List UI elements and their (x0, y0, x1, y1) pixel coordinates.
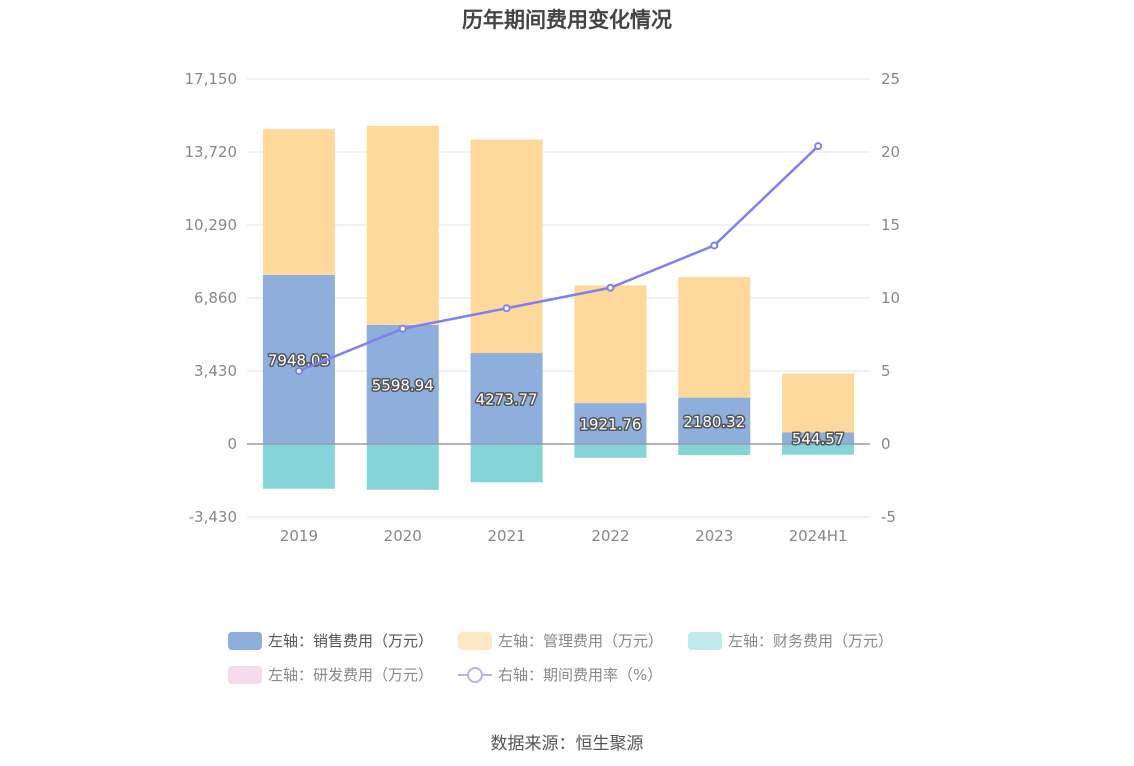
right-axis-tick-label: 5 (881, 362, 891, 380)
left-axis-tick-label: -3,430 (189, 508, 237, 526)
rate-line (298, 145, 819, 373)
legend-label-finance: 左轴：财务费用（万元） (728, 632, 894, 650)
bar-0-2022 (574, 403, 647, 444)
right-axis-tick-label: 15 (881, 216, 900, 234)
bar-0-2019 (262, 274, 335, 444)
bar-1-2021 (470, 139, 543, 354)
legend-label-rnd: 左轴：研发费用（万元） (268, 666, 434, 684)
legend-label-rate: 右轴：期间费用率（%） (498, 666, 663, 684)
x-axis-tick-label: 2022 (591, 527, 629, 545)
right-axis-tick-label: -5 (881, 508, 896, 526)
legend-item-rate[interactable]: 右轴：期间费用率（%） (458, 664, 662, 685)
right-axis-tick-label: 20 (881, 143, 900, 161)
rate-point (710, 241, 719, 250)
bar-data-label: 2180.32 (683, 413, 745, 431)
rate-point (398, 324, 407, 333)
rate-point (502, 304, 511, 313)
bar-1-2024H1 (782, 373, 855, 433)
left-axis-tick-label: 3,430 (194, 362, 237, 380)
x-axis-tick-label: 2023 (695, 527, 733, 545)
legend-swatch-sales (228, 631, 262, 650)
left-axis-tick-label: 6,860 (194, 289, 237, 307)
rate-point (814, 142, 823, 151)
bar-2-2023 (678, 444, 751, 456)
chart-title: 历年期间费用变化情况 (462, 8, 672, 32)
x-axis-tick-label: 2021 (487, 527, 525, 545)
bar-2-2024H1 (782, 444, 855, 455)
right-axis-tick-label: 0 (881, 435, 891, 453)
legend-item-finance[interactable]: 左轴：财务费用（万元） (688, 630, 893, 651)
bar-data-label: 5598.94 (372, 376, 434, 394)
x-axis-tick-label: 2024H1 (789, 527, 848, 545)
legend-swatch-finance (688, 631, 722, 650)
bar-1-2019 (262, 129, 335, 275)
bar-2-2021 (470, 444, 543, 483)
left-axis-tick-label: 0 (227, 435, 237, 453)
legend-swatch-admin (458, 631, 492, 650)
bar-0-2021 (470, 353, 543, 444)
rate-point (294, 367, 303, 375)
bar-0-2020 (366, 324, 439, 444)
bar-0-2024H1 (782, 432, 855, 444)
x-axis-tick-label: 2020 (384, 527, 422, 545)
left-axis-tick-label: 10,290 (185, 216, 238, 234)
legend-item-admin[interactable]: 左轴：管理费用（万元） (458, 630, 663, 651)
bar-1-2023 (678, 276, 751, 398)
legend-swatch-rnd (228, 665, 262, 684)
left-axis-tick-label: 13,720 (185, 143, 238, 161)
legend-label-sales: 左轴：销售费用（万元） (268, 632, 434, 650)
bar-data-label: 544.57 (792, 430, 845, 448)
legend-line-marker-icon (458, 666, 492, 684)
bar-2-2020 (366, 444, 439, 490)
legend-item-sales[interactable]: 左轴：销售费用（万元） (228, 630, 433, 651)
right-axis-tick-label: 10 (881, 289, 900, 307)
bar-data-label: 7948.03 (268, 351, 330, 369)
x-axis-tick-label: 2019 (280, 527, 318, 545)
legend-item-rnd[interactable]: 左轴：研发费用（万元） (228, 664, 433, 685)
rate-point (606, 283, 615, 292)
legend-label-admin: 左轴：管理费用（万元） (498, 632, 664, 650)
data-source-note: 数据来源：恒生聚源 (490, 734, 644, 754)
left-axis-tick-label: 17,150 (185, 70, 238, 88)
bar-1-2022 (574, 285, 647, 404)
bar-0-2023 (678, 397, 751, 444)
bar-data-label: 4273.77 (476, 391, 538, 409)
bar-2-2019 (262, 444, 335, 489)
bar-1-2020 (366, 125, 439, 325)
bar-2-2022 (574, 444, 647, 458)
right-axis-tick-label: 25 (881, 70, 900, 88)
bar-data-label: 1921.76 (579, 416, 641, 434)
